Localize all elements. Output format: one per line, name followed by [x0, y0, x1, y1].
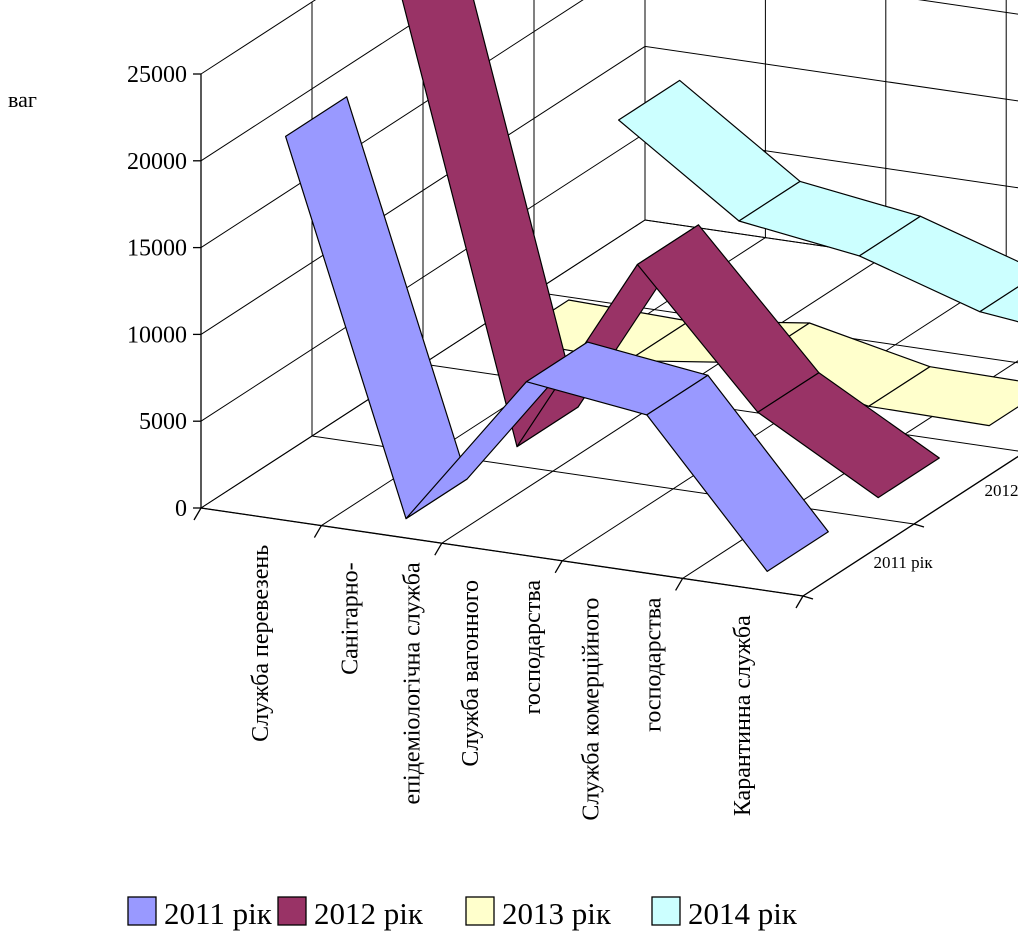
- legend-label: 2011 рік: [164, 896, 273, 931]
- depth-tick: [802, 595, 814, 600]
- gridline: [200, 0, 450, 162]
- x-tick: [554, 560, 563, 574]
- legend: 2011 рік 2012 рік 2013 рік 2014 рік: [127, 896, 798, 931]
- x-axis: Служба перевезень Санітарно-епідеміологіч…: [193, 507, 804, 821]
- x-tick-label: господарства: [640, 597, 666, 732]
- x-tick-label: Карантинна служба: [730, 615, 756, 816]
- series-ribbons: [285, 0, 1018, 573]
- x-tick-label: Служба вагонного: [458, 580, 484, 767]
- legend-label: 2012 рік: [314, 896, 424, 931]
- series-segment: [757, 372, 940, 499]
- depth-axis-line: [802, 455, 1018, 597]
- legend-swatch: [651, 896, 681, 926]
- y-tick-label: 25000: [127, 62, 187, 88]
- series-4: [617, 79, 1018, 323]
- series-2: [401, 0, 940, 499]
- y-axis-title: ваг: [8, 87, 37, 112]
- x-tick: [795, 595, 804, 609]
- x-tick-label: господарства: [520, 580, 546, 715]
- x-tick-label: Санітарно-: [338, 562, 364, 674]
- x-tick: [193, 507, 202, 521]
- x-tick: [434, 542, 443, 556]
- y-tick-label: 0: [175, 496, 187, 522]
- x-tick-label: епідеміологічна служба: [400, 562, 426, 804]
- legend-swatch: [277, 896, 307, 926]
- legend-label: 2014 рік: [688, 896, 798, 931]
- x-tick-label: Служба перевезень: [248, 545, 274, 742]
- series-segment: [858, 215, 1018, 313]
- grid: [200, 0, 1018, 597]
- series-segment: [646, 374, 829, 573]
- x-tick: [313, 525, 322, 538]
- y-axis: 0 5000 10000 15000 20000 25000 ваг: [8, 62, 202, 522]
- x-tick: [675, 578, 684, 591]
- series-1: [285, 96, 829, 573]
- y-tick-label: 10000: [127, 322, 187, 348]
- gridline: [200, 0, 317, 75]
- y-tick-label: 20000: [127, 149, 187, 175]
- x-axis-line: [200, 507, 804, 597]
- depth-tick-label: 2011 рік: [874, 553, 934, 572]
- depth-tick: [913, 523, 925, 528]
- legend-swatch: [465, 896, 495, 926]
- depth-tick-label: 2012 рік: [985, 481, 1018, 500]
- series-segment: [285, 96, 468, 520]
- legend-swatch: [127, 896, 157, 926]
- x-tick-label: Служба комерційного: [578, 598, 604, 821]
- y-tick-label: 15000: [127, 236, 187, 262]
- series-segment: [979, 286, 1018, 323]
- series-segment: [868, 366, 1018, 427]
- y-tick-label: 5000: [139, 409, 187, 435]
- legend-label: 2013 рік: [502, 896, 612, 931]
